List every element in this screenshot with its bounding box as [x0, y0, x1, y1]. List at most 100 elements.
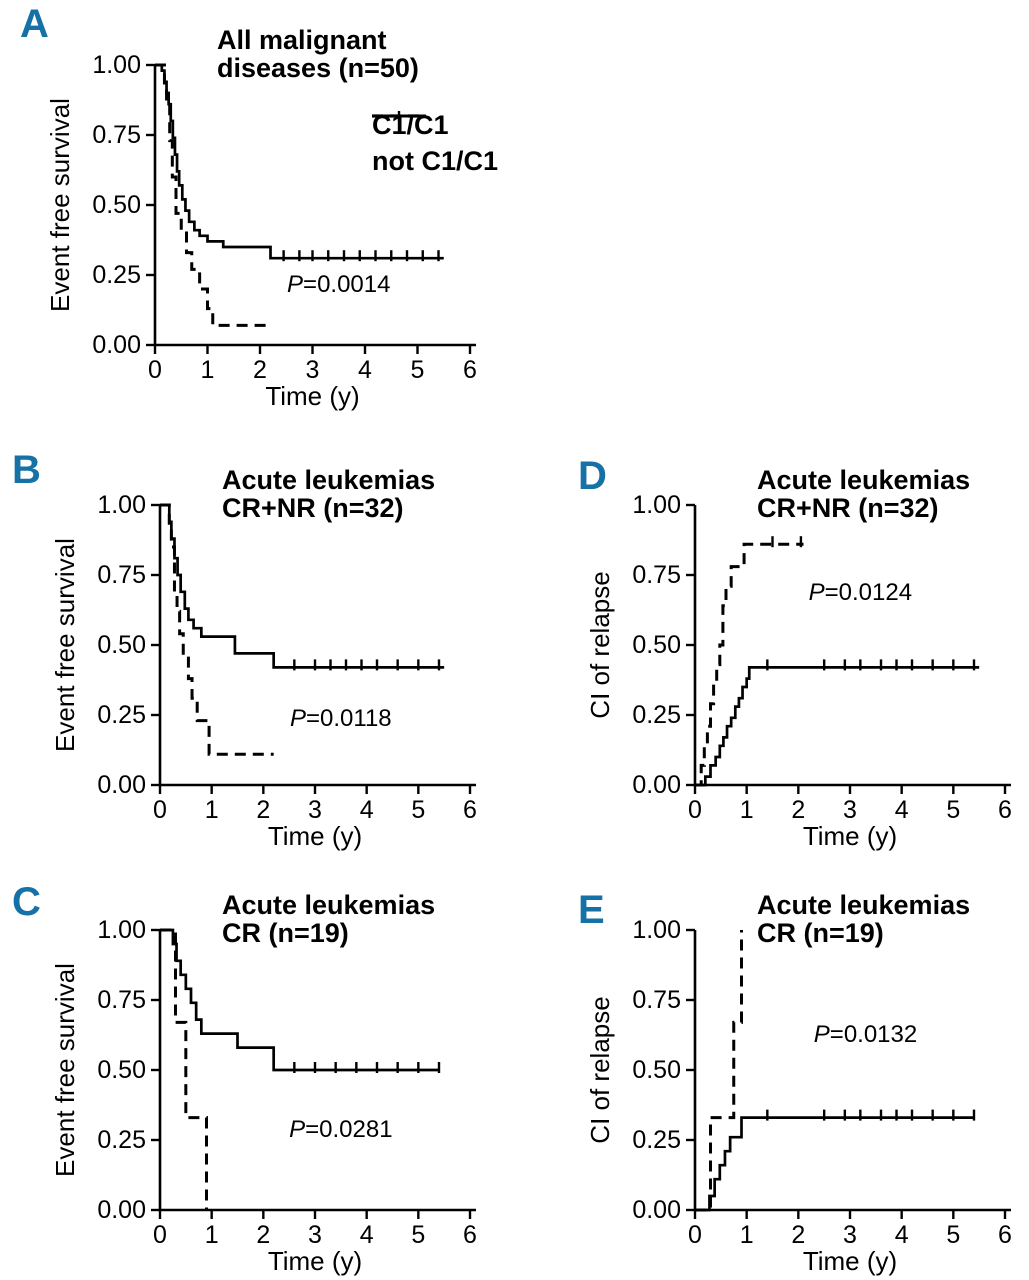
y-tick-label: 0.75 [92, 121, 141, 149]
x-tick-label: 6 [463, 796, 477, 824]
y-tick-label: 0.00 [97, 1196, 146, 1224]
y-axis-label: Event free survival [50, 538, 80, 752]
panel-label-a: A [20, 2, 49, 46]
x-axis-label: Time (y) [268, 1246, 362, 1276]
x-tick-label: 2 [791, 1221, 805, 1249]
y-tick-label: 0.50 [97, 1056, 146, 1084]
panel-title-line: Acute leukemias [757, 890, 970, 920]
y-tick-label: 1.00 [632, 916, 681, 944]
x-tick-label: 6 [998, 796, 1012, 824]
panel-label-e: E [578, 888, 605, 932]
y-tick-label: 0.75 [97, 986, 146, 1014]
curve-solid [160, 928, 439, 1072]
legend: C1/C1 not C1/C1 [372, 110, 498, 176]
x-tick-label: 1 [201, 356, 215, 384]
x-tick-label: 3 [843, 1221, 857, 1249]
x-tick-label: 1 [205, 1221, 219, 1249]
panel-title-line: CR (n=19) [222, 918, 349, 948]
x-tick-label: 1 [740, 796, 754, 824]
x-axis-label: Time (y) [803, 1246, 897, 1276]
legend-item-not-c1c1: not C1/C1 [372, 111, 499, 176]
y-tick-label: 0.00 [632, 1196, 681, 1224]
panel-title-line: CR+NR (n=32) [757, 493, 939, 523]
km-chart-all-malignant: 0 1 2 3 4 5 6 0.00 0.25 0.50 0.75 1.00 Time (y) Event… [45, 25, 477, 411]
y-tick-label: 0.00 [97, 771, 146, 799]
curve-solid [695, 1116, 974, 1212]
y-tick-label: 1.00 [97, 916, 146, 944]
x-tick-label: 4 [895, 796, 909, 824]
curve-dashed [160, 928, 208, 1210]
curve-dashed [695, 542, 804, 787]
x-tick-label: 4 [360, 1221, 374, 1249]
p-value: P=0.0118 [290, 705, 392, 732]
y-tick-label: 0.75 [632, 986, 681, 1014]
legend-label-not-c1c1: not C1/C1 [372, 145, 499, 176]
x-tick-label: 6 [998, 1221, 1012, 1249]
y-axis-label: CI of relapse [585, 996, 615, 1143]
x-axis-label: Time (y) [803, 821, 897, 851]
y-tick-label: 1.00 [97, 491, 146, 519]
y-tick-label: 1.00 [632, 491, 681, 519]
y-tick-label: 0.50 [92, 191, 141, 219]
y-tick-label: 0.00 [92, 331, 141, 359]
x-tick-label: 3 [843, 796, 857, 824]
panel-title-line: Acute leukemias [222, 890, 435, 920]
p-value: P=0.0281 [289, 1116, 392, 1143]
p-value: P=0.0132 [814, 1021, 917, 1048]
x-tick-label: 2 [256, 1221, 270, 1249]
x-tick-label: 2 [256, 796, 270, 824]
panel-title-line: Acute leukemias [222, 465, 435, 495]
x-tick-label: 0 [688, 1221, 702, 1249]
y-axis-label: Event free survival [45, 98, 75, 312]
x-tick-label: 3 [306, 356, 320, 384]
solid-line-sample [372, 111, 426, 121]
x-tick-label: 0 [688, 796, 702, 824]
x-tick-label: 5 [946, 1221, 960, 1249]
panel-title-line: All malignant [217, 25, 387, 55]
panel-title-line: CR (n=19) [757, 918, 884, 948]
x-tick-label: 2 [791, 796, 805, 824]
y-tick-label: 0.75 [97, 561, 146, 589]
curve-solid [160, 503, 445, 669]
y-tick-label: 0.50 [632, 1056, 681, 1084]
panel-label-c: C [12, 880, 41, 924]
p-value: P=0.0014 [287, 271, 390, 298]
curve-solid [695, 666, 980, 787]
y-tick-label: 0.25 [632, 1126, 681, 1154]
y-tick-label: 0.25 [92, 261, 141, 289]
y-tick-label: 1.00 [92, 51, 141, 79]
y-tick-label: 0.00 [632, 771, 681, 799]
x-tick-label: 5 [946, 796, 960, 824]
x-tick-label: 4 [358, 356, 372, 384]
x-tick-label: 1 [740, 1221, 754, 1249]
curve-dashed [160, 503, 274, 756]
curve-dashed [155, 63, 271, 327]
x-tick-label: 5 [411, 356, 425, 384]
y-tick-label: 0.25 [632, 701, 681, 729]
y-tick-label: 0.50 [97, 631, 146, 659]
x-tick-label: 6 [463, 356, 477, 384]
x-tick-label: 4 [895, 1221, 909, 1249]
x-tick-label: 5 [411, 796, 425, 824]
panel-title-line: Acute leukemias [757, 465, 970, 495]
y-tick-label: 0.25 [97, 1126, 146, 1154]
y-axis-label: CI of relapse [585, 571, 615, 718]
panel-c: 0 1 2 3 4 5 6 0.00 0.25 0.50 0.75 1.00 Time (y) Event… [0, 870, 530, 1280]
x-tick-label: 0 [153, 1221, 167, 1249]
ci-chart-acute-cr: 0 1 2 3 4 5 6 0.00 0.25 0.50 0.75 1.00 Time (y) CI of… [585, 890, 1012, 1276]
x-axis-label: Time (y) [268, 821, 362, 851]
panel-d: 0 1 2 3 4 5 6 0.00 0.25 0.50 0.75 1.00 Time (y) CI of… [560, 440, 1029, 866]
km-chart-acute-cr: 0 1 2 3 4 5 6 0.00 0.25 0.50 0.75 1.00 Time (y) Event… [50, 890, 477, 1276]
curve-dashed [695, 930, 743, 1212]
x-tick-label: 0 [148, 356, 162, 384]
panel-label-b: B [12, 448, 41, 492]
panel-title-line: diseases (n=50) [217, 53, 419, 83]
y-axis-label: Event free survival [50, 963, 80, 1177]
p-value: P=0.0124 [809, 579, 912, 606]
x-tick-label: 4 [360, 796, 374, 824]
panel-label-d: D [578, 454, 607, 498]
x-axis-label: Time (y) [265, 381, 359, 411]
x-tick-label: 1 [205, 796, 219, 824]
panel-title-line: CR+NR (n=32) [222, 493, 404, 523]
